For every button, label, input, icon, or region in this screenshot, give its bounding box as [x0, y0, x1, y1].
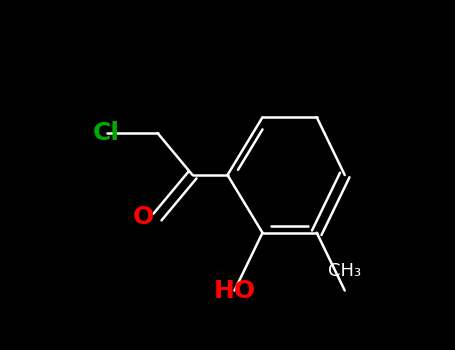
- Text: O: O: [133, 205, 154, 229]
- Text: HO: HO: [213, 279, 256, 302]
- Text: CH₃: CH₃: [328, 262, 361, 280]
- Text: Cl: Cl: [93, 121, 120, 145]
